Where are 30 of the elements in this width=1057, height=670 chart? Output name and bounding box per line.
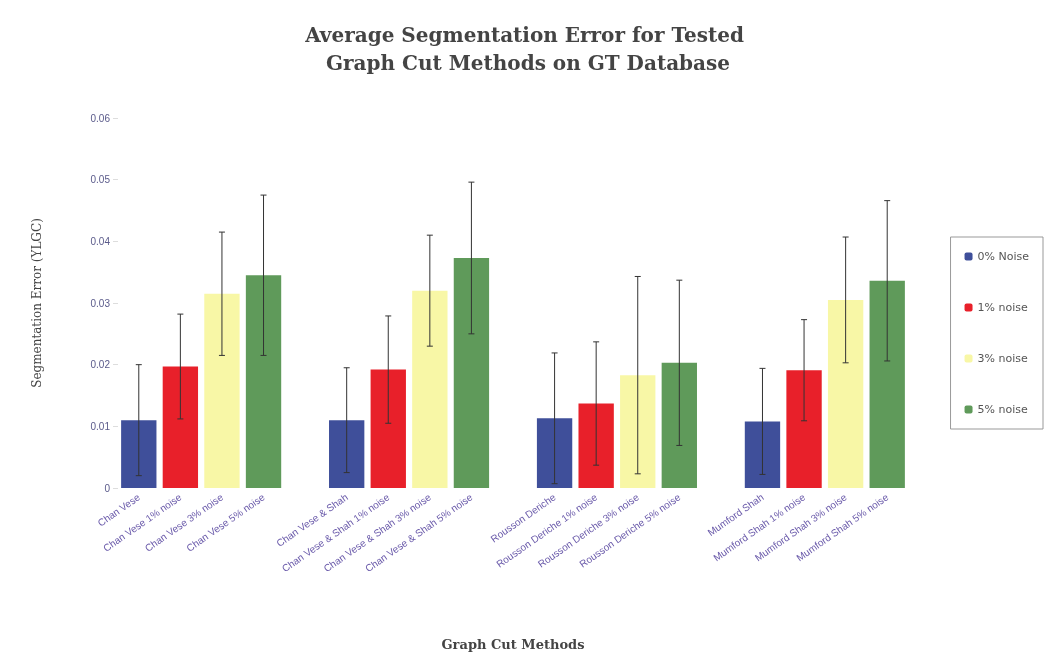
- bar: [204, 293, 240, 488]
- bar: [121, 420, 157, 488]
- bar: [786, 370, 822, 488]
- chart-title: Average Segmentation Error for Tested Graph Cut Methods on GT Database: [304, 23, 751, 75]
- bar: [744, 421, 781, 488]
- bar: [162, 366, 199, 488]
- legend-label: 1% noise: [977, 301, 1028, 314]
- x-axis-title: Graph Cut Methods: [441, 637, 585, 652]
- y-tick-label: 0.01: [90, 420, 111, 432]
- bar: [827, 299, 864, 488]
- bar: [245, 275, 282, 488]
- bar: [578, 403, 614, 488]
- bar: [536, 418, 573, 488]
- bar: [453, 257, 490, 488]
- bar: [661, 362, 697, 488]
- legend-label: 3% noise: [977, 352, 1028, 365]
- bar: [869, 280, 905, 488]
- y-tick-label: 0.04: [90, 235, 111, 247]
- y-tick-label: 0.06: [90, 112, 111, 124]
- bar: [329, 420, 365, 488]
- y-tick-label: 0.05: [90, 174, 111, 186]
- bar: [620, 375, 656, 488]
- legend-label: 0% Noise: [977, 250, 1030, 263]
- y-axis-title: Segmentation Error (YLGC): [30, 218, 44, 388]
- y-tick-label: 0.02: [90, 359, 111, 371]
- y-tick-label: 0: [104, 482, 111, 494]
- y-tick-label: 0.03: [90, 297, 111, 309]
- bar: [412, 290, 448, 488]
- bar: [370, 369, 406, 488]
- legend-label: 5% noise: [977, 403, 1028, 416]
